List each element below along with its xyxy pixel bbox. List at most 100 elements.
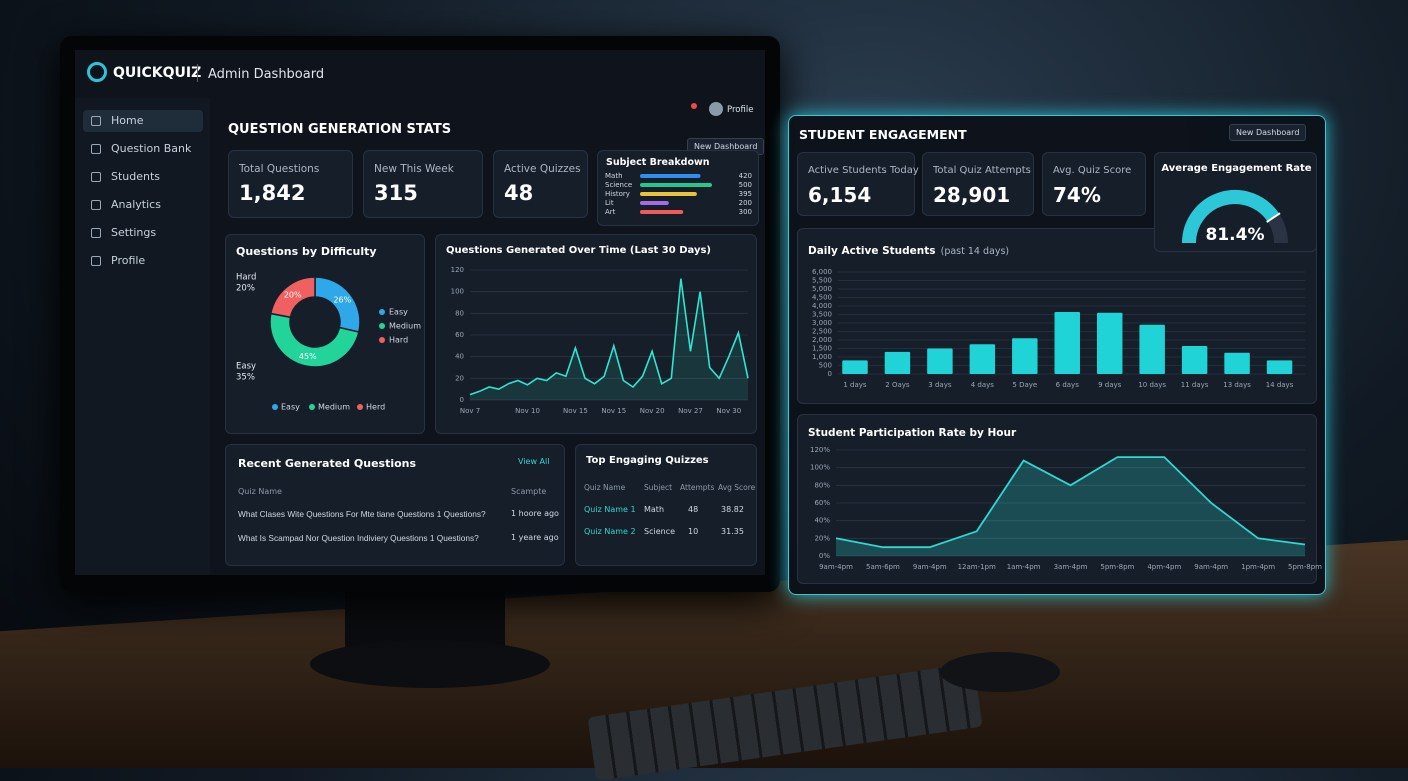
view-all-link[interactable]: View All [518,457,550,466]
line-card: Questions Generated Over Time (Last 30 D… [435,234,757,434]
bar [1224,352,1250,374]
quiz-name[interactable]: Quiz Name 1 [584,505,636,514]
x-tick-label: 12am-1pm [958,563,996,571]
column-header: Scampte [511,487,547,496]
y-tick-label: 3,000 [812,319,832,327]
y-tick-label: 1,500 [812,345,832,353]
x-tick-label: Nov 27 [678,407,703,415]
x-tick-label: Nov 15 [601,407,626,415]
area-fill [836,457,1305,556]
bar [842,360,868,374]
bar [640,192,697,196]
nav-icon [91,116,101,126]
category-label: Lit [605,199,614,207]
y-tick-label: 1,000 [812,353,832,361]
gauge-needle [1266,212,1281,223]
y-tick-label: 60 [455,331,464,339]
donut-card: Questions by Difficulty [225,234,425,434]
annotation: Hard [236,273,256,283]
logo: QUICKQUIZ [113,65,202,81]
stat-label: Active Quizzes [504,163,581,175]
annotation: 20% [236,284,255,294]
nav-item[interactable]: Analytics [83,194,203,216]
legend-label: Easy [281,403,300,412]
line [835,456,1306,549]
quiz-score: 38.82 [721,505,744,514]
nav-label: Settings [111,226,157,239]
value-label: 395 [739,190,752,198]
y-tick-label: 0 [828,370,832,378]
stat-value: 74% [1053,183,1101,207]
question-text: What Clases Wite Questions For Mte tiane… [238,509,486,519]
y-tick-label: 100 [451,288,464,296]
x-tick-label: 6 days [1056,381,1080,389]
bar [640,183,712,187]
quiz-attempts: 10 [688,527,699,536]
y-tick-label: 0% [819,552,830,560]
y-tick-label: 80% [814,481,830,489]
chart-title: Average Engagement Rate [1161,163,1312,174]
bar [884,351,911,374]
legend-swatch [379,323,385,329]
y-tick-label: 4,000 [812,302,832,310]
nav-item[interactable]: Settings [83,222,203,244]
recent-card: Recent Generated Questions View All Quiz… [225,444,565,566]
section-title: QUESTION GENERATION STATS [228,122,452,137]
chart-subtitle: (past 14 days) [940,246,1010,257]
y-tick-label: 40 [455,353,464,361]
x-tick-label: 14 days [1266,381,1294,389]
stat-label: Avg. Quiz Score [1053,165,1132,176]
y-tick-label: 80 [455,309,464,317]
dashboard-select[interactable]: New Dashboard [1229,124,1307,141]
bar [640,210,684,214]
chart-title: Daily Active Students [808,245,936,257]
panel-title: STUDENT ENGAGEMENT [799,127,967,142]
category-label: Art [605,208,616,216]
y-tick-label: 120% [810,446,830,454]
quiz-name[interactable]: Quiz Name 2 [584,527,636,536]
mouse [940,652,1060,692]
profile-menu[interactable]: Profile [727,105,754,115]
card-title: Top Engaging Quizzes [586,455,709,466]
nav-item[interactable]: Question Bank [83,138,203,160]
notification-bell[interactable] [691,103,697,109]
annotation: Easy [236,362,256,372]
chart-title: Questions Generated Over Time (Last 30 D… [446,245,711,256]
y-tick-label: 40% [814,517,830,525]
quiz-subject: Science [644,527,676,536]
column-header: Quiz Name [238,487,282,496]
stat-value: 315 [374,181,418,205]
stat-card: Avg. Quiz Score 74% [1042,152,1146,216]
x-tick-label: 5pm-8pm [1100,563,1134,571]
legend-label: Medium [318,403,350,412]
nav-item[interactable]: Home [83,110,203,132]
x-tick-label: 4pm-4pm [1147,563,1181,571]
y-tick-label: 3,500 [812,311,832,319]
app-title: Admin Dashboard [208,67,325,82]
y-tick-label: 2,500 [812,328,832,336]
nav-icon [91,172,101,182]
bar [927,348,953,374]
bar [640,174,701,178]
quiz-subject: Math [644,505,665,514]
quiz-score: 31.35 [721,527,744,536]
bar [969,344,996,374]
nav-item[interactable]: Profile [83,250,203,272]
avatar[interactable] [709,102,723,116]
y-tick-label: 2,000 [812,336,832,344]
stat-value: 1,842 [239,181,306,205]
bar [1012,338,1038,374]
divider [197,64,198,82]
nav-label: Analytics [111,198,161,211]
stat-label: Active Students Today [808,165,919,176]
x-tick-label: 9am-4pm [819,563,853,571]
nav-item[interactable]: Students [83,166,203,188]
y-tick-label: 6,000 [812,268,832,276]
sidebar: Home Question Bank Students Analytics Se… [75,98,210,575]
nav-icon [91,144,101,154]
nav-label: Students [111,170,161,183]
bar [640,201,669,205]
monitor-base [310,640,550,688]
x-tick-label: 9 days [1098,381,1122,389]
nav-label: Question Bank [111,142,192,155]
